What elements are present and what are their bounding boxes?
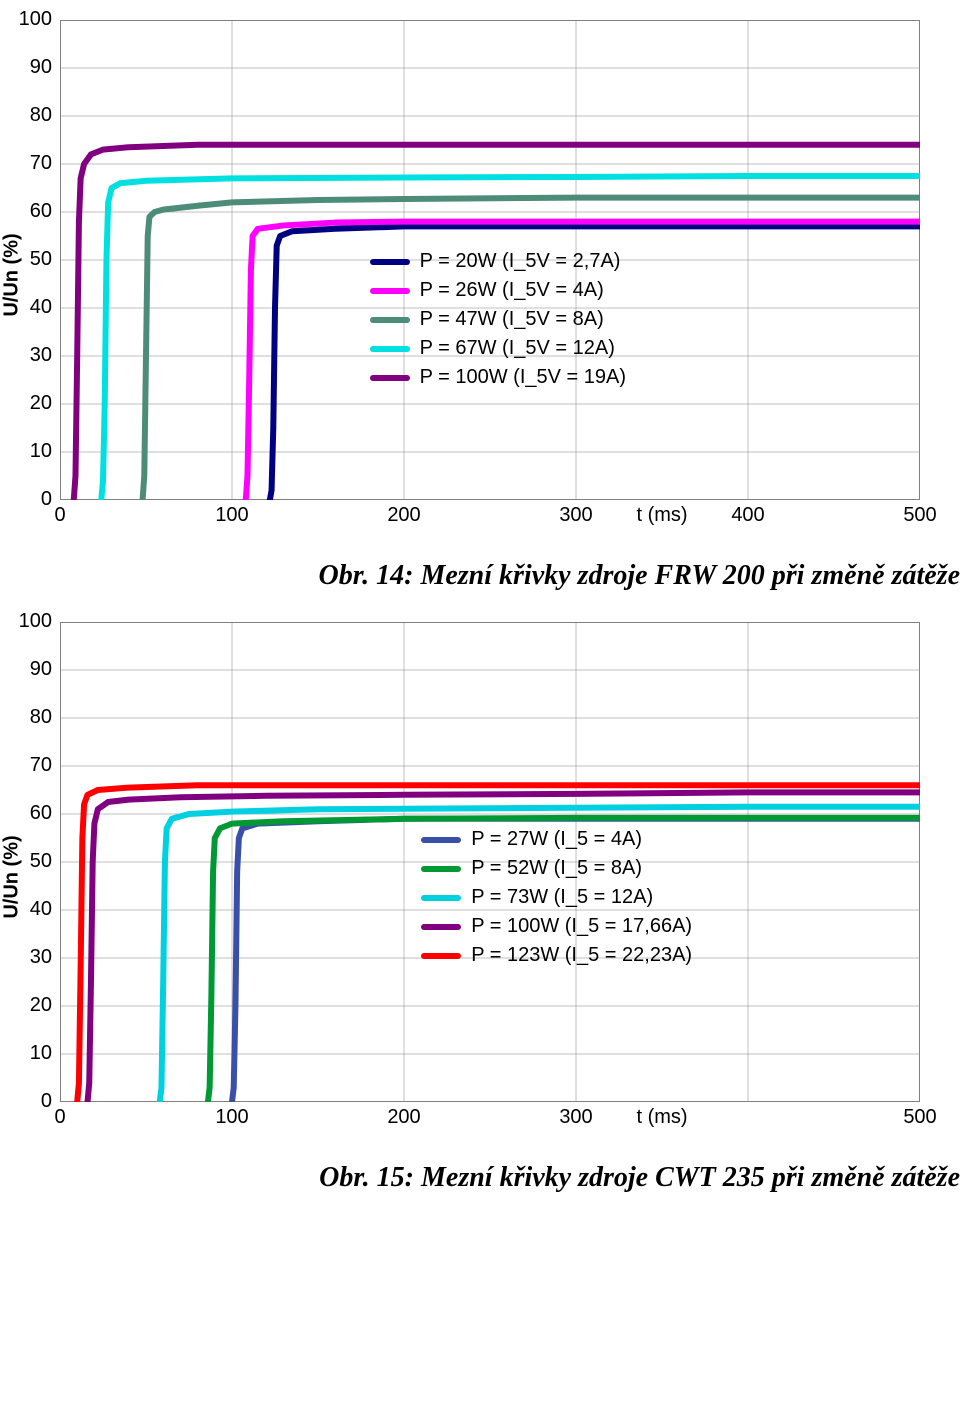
y-tick: 60 — [2, 802, 52, 825]
legend-item: P = 100W (I_5V = 19A) — [370, 366, 626, 389]
legend-swatch — [370, 317, 410, 323]
x-axis-label: t (ms) — [627, 1106, 697, 1129]
legend-swatch — [370, 259, 410, 265]
legend-item: P = 27W (I_5 = 4A) — [421, 828, 692, 851]
chart-2-legend: P = 27W (I_5 = 4A) P = 52W (I_5 = 8A) P = … — [421, 828, 692, 973]
x-tick: 500 — [900, 1106, 940, 1129]
legend-label: P = 20W (I_5V = 2,7A) — [420, 250, 621, 273]
legend-label: P = 73W (I_5 = 12A) — [471, 886, 653, 909]
legend-item: P = 100W (I_5 = 17,66A) — [421, 915, 692, 938]
legend-label: P = 100W (I_5 = 17,66A) — [471, 915, 692, 938]
x-tick: 200 — [384, 504, 424, 527]
y-tick: 30 — [2, 344, 52, 367]
y-tick: 20 — [2, 994, 52, 1017]
y-tick: 30 — [2, 946, 52, 969]
x-tick: 400 — [728, 504, 768, 527]
legend-item: P = 52W (I_5 = 8A) — [421, 857, 692, 880]
legend-label: P = 47W (I_5V = 8A) — [420, 308, 604, 331]
y-tick: 90 — [2, 658, 52, 681]
y-tick: 50 — [2, 248, 52, 271]
legend-item: P = 47W (I_5V = 8A) — [370, 308, 626, 331]
legend-item: P = 123W (I_5 = 22,23A) — [421, 944, 692, 967]
legend-swatch — [370, 288, 410, 294]
x-tick: 100 — [212, 1106, 252, 1129]
x-tick: 200 — [384, 1106, 424, 1129]
legend-label: P = 100W (I_5V = 19A) — [420, 366, 626, 389]
legend-label: P = 67W (I_5V = 12A) — [420, 337, 615, 360]
legend-item: P = 73W (I_5 = 12A) — [421, 886, 692, 909]
x-axis-label: t (ms) — [627, 504, 697, 527]
legend-swatch — [421, 895, 461, 901]
y-tick: 10 — [2, 440, 52, 463]
legend-item: P = 26W (I_5V = 4A) — [370, 279, 626, 302]
legend-swatch — [370, 375, 410, 381]
legend-item: P = 67W (I_5V = 12A) — [370, 337, 626, 360]
x-tick: 300 — [556, 1106, 596, 1129]
y-tick: 70 — [2, 152, 52, 175]
chart-1: U/Un (%) P = 20W (I_5V = 2,7A)P = 26W (I… — [60, 20, 940, 530]
legend-swatch — [421, 953, 461, 959]
caption-2: Obr. 15: Mezní křivky zdroje CWT 235 při… — [0, 1162, 960, 1194]
legend-swatch — [421, 866, 461, 872]
y-tick: 100 — [2, 610, 52, 633]
y-tick: 100 — [2, 8, 52, 31]
y-tick: 0 — [2, 1090, 52, 1113]
chart-2: U/Un (%) P = 27W (I_5 = 4A)P = 52W (I_5 … — [60, 622, 940, 1132]
legend-label: P = 123W (I_5 = 22,23A) — [471, 944, 692, 967]
caption-1: Obr. 14: Mezní křivky zdroje FRW 200 při… — [0, 560, 960, 592]
x-tick: 500 — [900, 504, 940, 527]
legend-label: P = 52W (I_5 = 8A) — [471, 857, 642, 880]
y-tick: 10 — [2, 1042, 52, 1065]
legend-label: P = 27W (I_5 = 4A) — [471, 828, 642, 851]
legend-swatch — [421, 924, 461, 930]
y-tick: 60 — [2, 200, 52, 223]
y-tick: 80 — [2, 104, 52, 127]
x-tick: 300 — [556, 504, 596, 527]
chart-2-x-ticks: 0100200300t (ms)500 — [60, 1102, 940, 1132]
y-tick: 40 — [2, 898, 52, 921]
y-tick: 50 — [2, 850, 52, 873]
y-tick: 0 — [2, 488, 52, 511]
legend-swatch — [421, 837, 461, 843]
legend-item: P = 20W (I_5V = 2,7A) — [370, 250, 626, 273]
y-tick: 20 — [2, 392, 52, 415]
legend-label: P = 26W (I_5V = 4A) — [420, 279, 604, 302]
x-tick: 100 — [212, 504, 252, 527]
chart-1-x-ticks: 0100200300t (ms)400500 — [60, 500, 940, 530]
y-tick: 80 — [2, 706, 52, 729]
chart-1-legend: P = 20W (I_5V = 2,7A) P = 26W (I_5V = 4A)… — [370, 250, 626, 395]
y-tick: 90 — [2, 56, 52, 79]
y-tick: 40 — [2, 296, 52, 319]
legend-swatch — [370, 346, 410, 352]
y-tick: 70 — [2, 754, 52, 777]
